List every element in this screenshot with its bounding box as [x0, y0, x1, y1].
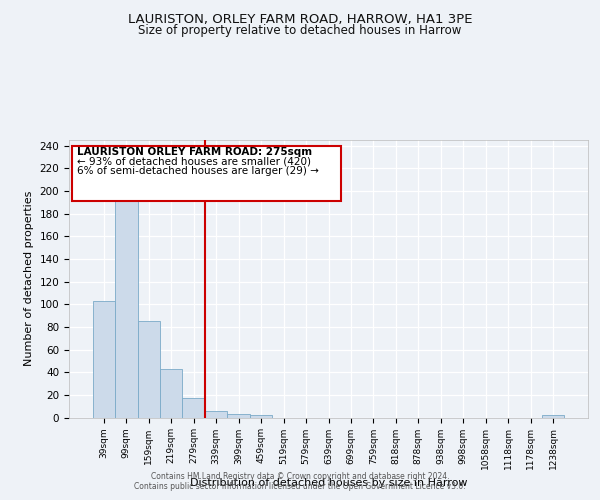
FancyBboxPatch shape: [71, 146, 341, 201]
Bar: [115, 196, 137, 418]
Text: Contains public sector information licensed under the Open Government Licence v3: Contains public sector information licen…: [134, 482, 466, 491]
Bar: [92, 301, 115, 418]
Text: LAURISTON ORLEY FARM ROAD: 275sqm: LAURISTON ORLEY FARM ROAD: 275sqm: [77, 147, 312, 157]
Bar: [182, 398, 205, 417]
Text: Size of property relative to detached houses in Harrow: Size of property relative to detached ho…: [139, 24, 461, 37]
Text: Contains HM Land Registry data © Crown copyright and database right 2024.: Contains HM Land Registry data © Crown c…: [151, 472, 449, 481]
Bar: [160, 369, 182, 418]
Bar: [250, 415, 272, 418]
Bar: [205, 410, 227, 418]
Bar: [137, 321, 160, 418]
Text: ← 93% of detached houses are smaller (420): ← 93% of detached houses are smaller (42…: [77, 156, 311, 166]
Bar: [542, 415, 565, 418]
Bar: [227, 414, 250, 418]
Text: LAURISTON, ORLEY FARM ROAD, HARROW, HA1 3PE: LAURISTON, ORLEY FARM ROAD, HARROW, HA1 …: [128, 12, 472, 26]
Y-axis label: Number of detached properties: Number of detached properties: [24, 191, 34, 366]
X-axis label: Distribution of detached houses by size in Harrow: Distribution of detached houses by size …: [190, 478, 467, 488]
Text: 6% of semi-detached houses are larger (29) →: 6% of semi-detached houses are larger (2…: [77, 166, 319, 176]
